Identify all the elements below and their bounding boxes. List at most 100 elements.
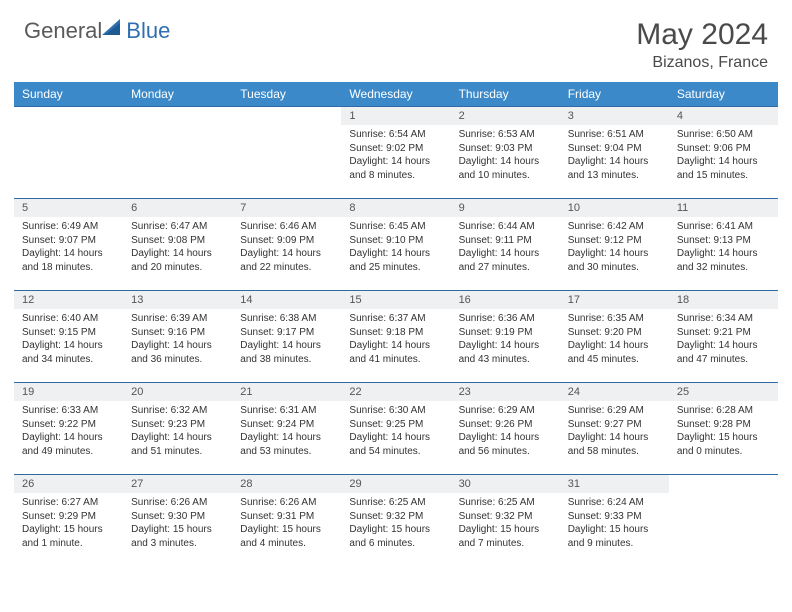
- day-details: Sunrise: 6:40 AMSunset: 9:15 PMDaylight:…: [14, 309, 123, 372]
- day-number: 9: [451, 199, 560, 217]
- day-details: Sunrise: 6:41 AMSunset: 9:13 PMDaylight:…: [669, 217, 778, 280]
- calendar-day-cell: 15Sunrise: 6:37 AMSunset: 9:18 PMDayligh…: [341, 291, 450, 383]
- calendar-day-cell: 20Sunrise: 6:32 AMSunset: 9:23 PMDayligh…: [123, 383, 232, 475]
- calendar-empty-cell: [123, 107, 232, 199]
- calendar-day-cell: 4Sunrise: 6:50 AMSunset: 9:06 PMDaylight…: [669, 107, 778, 199]
- weekday-header: Friday: [560, 82, 669, 107]
- weekday-header-row: SundayMondayTuesdayWednesdayThursdayFrid…: [14, 82, 778, 107]
- calendar-day-cell: 17Sunrise: 6:35 AMSunset: 9:20 PMDayligh…: [560, 291, 669, 383]
- calendar-day-cell: 1Sunrise: 6:54 AMSunset: 9:02 PMDaylight…: [341, 107, 450, 199]
- day-details: Sunrise: 6:29 AMSunset: 9:27 PMDaylight:…: [560, 401, 669, 464]
- day-details: Sunrise: 6:53 AMSunset: 9:03 PMDaylight:…: [451, 125, 560, 188]
- calendar-day-cell: 2Sunrise: 6:53 AMSunset: 9:03 PMDaylight…: [451, 107, 560, 199]
- calendar-day-cell: 22Sunrise: 6:30 AMSunset: 9:25 PMDayligh…: [341, 383, 450, 475]
- calendar-day-cell: 30Sunrise: 6:25 AMSunset: 9:32 PMDayligh…: [451, 475, 560, 567]
- weekday-header: Saturday: [669, 82, 778, 107]
- day-details: Sunrise: 6:51 AMSunset: 9:04 PMDaylight:…: [560, 125, 669, 188]
- logo-text-general: General: [24, 18, 102, 44]
- calendar-day-cell: 19Sunrise: 6:33 AMSunset: 9:22 PMDayligh…: [14, 383, 123, 475]
- calendar-empty-cell: [14, 107, 123, 199]
- day-number: 19: [14, 383, 123, 401]
- calendar-week-row: 5Sunrise: 6:49 AMSunset: 9:07 PMDaylight…: [14, 199, 778, 291]
- calendar-day-cell: 25Sunrise: 6:28 AMSunset: 9:28 PMDayligh…: [669, 383, 778, 475]
- day-details: Sunrise: 6:49 AMSunset: 9:07 PMDaylight:…: [14, 217, 123, 280]
- calendar-day-cell: 6Sunrise: 6:47 AMSunset: 9:08 PMDaylight…: [123, 199, 232, 291]
- calendar-day-cell: 31Sunrise: 6:24 AMSunset: 9:33 PMDayligh…: [560, 475, 669, 567]
- day-number: 16: [451, 291, 560, 309]
- day-number: 6: [123, 199, 232, 217]
- calendar-day-cell: 18Sunrise: 6:34 AMSunset: 9:21 PMDayligh…: [669, 291, 778, 383]
- day-details: Sunrise: 6:36 AMSunset: 9:19 PMDaylight:…: [451, 309, 560, 372]
- day-details: Sunrise: 6:42 AMSunset: 9:12 PMDaylight:…: [560, 217, 669, 280]
- day-details: Sunrise: 6:38 AMSunset: 9:17 PMDaylight:…: [232, 309, 341, 372]
- day-number: 30: [451, 475, 560, 493]
- calendar-day-cell: 3Sunrise: 6:51 AMSunset: 9:04 PMDaylight…: [560, 107, 669, 199]
- calendar-week-row: 1Sunrise: 6:54 AMSunset: 9:02 PMDaylight…: [14, 107, 778, 199]
- day-number: 18: [669, 291, 778, 309]
- calendar-day-cell: 13Sunrise: 6:39 AMSunset: 9:16 PMDayligh…: [123, 291, 232, 383]
- day-details: Sunrise: 6:46 AMSunset: 9:09 PMDaylight:…: [232, 217, 341, 280]
- day-details: Sunrise: 6:37 AMSunset: 9:18 PMDaylight:…: [341, 309, 450, 372]
- day-number: 23: [451, 383, 560, 401]
- day-details: Sunrise: 6:35 AMSunset: 9:20 PMDaylight:…: [560, 309, 669, 372]
- day-details: Sunrise: 6:29 AMSunset: 9:26 PMDaylight:…: [451, 401, 560, 464]
- logo: General Blue: [24, 18, 170, 44]
- day-number: 22: [341, 383, 450, 401]
- day-number: 10: [560, 199, 669, 217]
- calendar-empty-cell: [232, 107, 341, 199]
- day-number: 3: [560, 107, 669, 125]
- location: Bizanos, France: [636, 54, 768, 72]
- day-number: 31: [560, 475, 669, 493]
- calendar-day-cell: 10Sunrise: 6:42 AMSunset: 9:12 PMDayligh…: [560, 199, 669, 291]
- calendar-day-cell: 26Sunrise: 6:27 AMSunset: 9:29 PMDayligh…: [14, 475, 123, 567]
- day-number: 15: [341, 291, 450, 309]
- weekday-header: Wednesday: [341, 82, 450, 107]
- day-number: 11: [669, 199, 778, 217]
- day-details: Sunrise: 6:25 AMSunset: 9:32 PMDaylight:…: [451, 493, 560, 556]
- day-details: Sunrise: 6:25 AMSunset: 9:32 PMDaylight:…: [341, 493, 450, 556]
- calendar-table: SundayMondayTuesdayWednesdayThursdayFrid…: [14, 82, 778, 567]
- calendar-day-cell: 27Sunrise: 6:26 AMSunset: 9:30 PMDayligh…: [123, 475, 232, 567]
- day-number: 20: [123, 383, 232, 401]
- calendar-day-cell: 9Sunrise: 6:44 AMSunset: 9:11 PMDaylight…: [451, 199, 560, 291]
- calendar-day-cell: 23Sunrise: 6:29 AMSunset: 9:26 PMDayligh…: [451, 383, 560, 475]
- day-details: Sunrise: 6:24 AMSunset: 9:33 PMDaylight:…: [560, 493, 669, 556]
- day-details: Sunrise: 6:34 AMSunset: 9:21 PMDaylight:…: [669, 309, 778, 372]
- calendar-day-cell: 11Sunrise: 6:41 AMSunset: 9:13 PMDayligh…: [669, 199, 778, 291]
- day-number: 24: [560, 383, 669, 401]
- calendar-week-row: 26Sunrise: 6:27 AMSunset: 9:29 PMDayligh…: [14, 475, 778, 567]
- day-details: Sunrise: 6:27 AMSunset: 9:29 PMDaylight:…: [14, 493, 123, 556]
- day-details: Sunrise: 6:26 AMSunset: 9:31 PMDaylight:…: [232, 493, 341, 556]
- day-details: Sunrise: 6:39 AMSunset: 9:16 PMDaylight:…: [123, 309, 232, 372]
- day-number: 26: [14, 475, 123, 493]
- weekday-header: Monday: [123, 82, 232, 107]
- calendar-empty-cell: [669, 475, 778, 567]
- day-number: 28: [232, 475, 341, 493]
- logo-sail-icon: [102, 19, 124, 37]
- day-details: Sunrise: 6:50 AMSunset: 9:06 PMDaylight:…: [669, 125, 778, 188]
- weekday-header: Sunday: [14, 82, 123, 107]
- calendar-day-cell: 24Sunrise: 6:29 AMSunset: 9:27 PMDayligh…: [560, 383, 669, 475]
- day-number: 7: [232, 199, 341, 217]
- calendar-day-cell: 5Sunrise: 6:49 AMSunset: 9:07 PMDaylight…: [14, 199, 123, 291]
- day-details: Sunrise: 6:47 AMSunset: 9:08 PMDaylight:…: [123, 217, 232, 280]
- calendar-day-cell: 29Sunrise: 6:25 AMSunset: 9:32 PMDayligh…: [341, 475, 450, 567]
- day-number: 14: [232, 291, 341, 309]
- calendar-day-cell: 7Sunrise: 6:46 AMSunset: 9:09 PMDaylight…: [232, 199, 341, 291]
- day-number: 17: [560, 291, 669, 309]
- day-details: Sunrise: 6:31 AMSunset: 9:24 PMDaylight:…: [232, 401, 341, 464]
- day-details: Sunrise: 6:30 AMSunset: 9:25 PMDaylight:…: [341, 401, 450, 464]
- day-number: 12: [14, 291, 123, 309]
- day-number: 8: [341, 199, 450, 217]
- day-number: 27: [123, 475, 232, 493]
- day-number: 2: [451, 107, 560, 125]
- day-number: 1: [341, 107, 450, 125]
- calendar-week-row: 19Sunrise: 6:33 AMSunset: 9:22 PMDayligh…: [14, 383, 778, 475]
- day-number: 21: [232, 383, 341, 401]
- calendar-day-cell: 14Sunrise: 6:38 AMSunset: 9:17 PMDayligh…: [232, 291, 341, 383]
- day-number: 13: [123, 291, 232, 309]
- day-number: 5: [14, 199, 123, 217]
- day-details: Sunrise: 6:44 AMSunset: 9:11 PMDaylight:…: [451, 217, 560, 280]
- month-title: May 2024: [636, 18, 768, 52]
- day-number: 29: [341, 475, 450, 493]
